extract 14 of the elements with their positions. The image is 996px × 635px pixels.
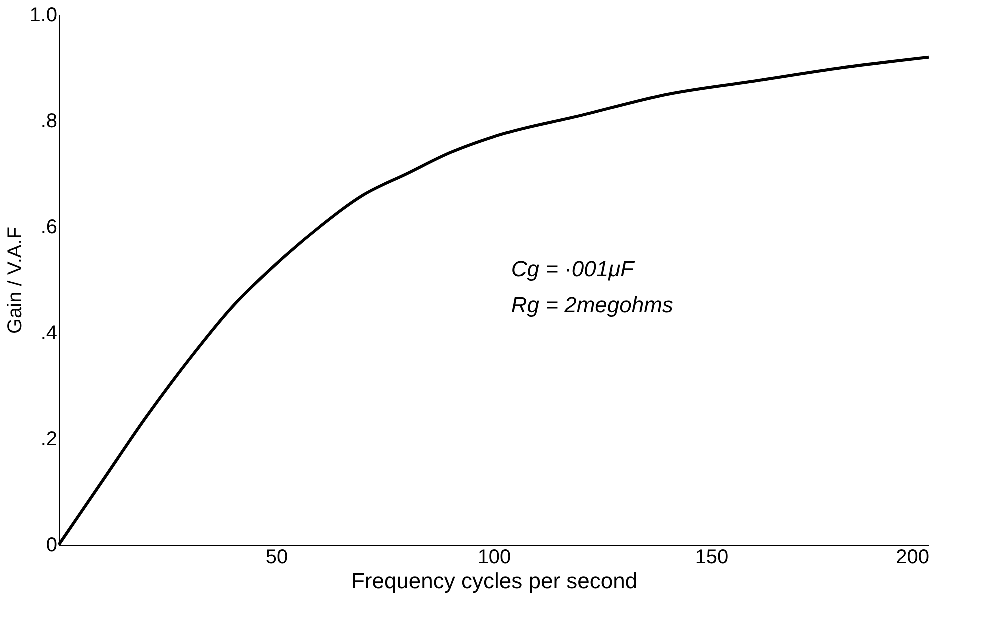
annotation: Rg = 2megohms <box>511 292 674 318</box>
y-tick-label: .6 <box>40 216 58 238</box>
y-tick-label: 1.0 <box>30 4 58 26</box>
y-tick-label: 0 <box>46 534 58 556</box>
x-axis-title: Frequency cycles per second <box>351 568 638 594</box>
y-tick-label: .2 <box>40 428 58 450</box>
x-tick-label: 200 <box>896 546 930 568</box>
y-tick-label: .4 <box>40 322 58 344</box>
y-tick-label: .8 <box>40 110 58 132</box>
x-tick-label: 150 <box>695 546 729 568</box>
annotation: Cg = ·001μF <box>511 256 636 282</box>
x-tick-label: 50 <box>266 546 288 568</box>
y-axis-title: Gain / V.A.F <box>4 226 27 334</box>
x-tick-label: 100 <box>478 546 512 568</box>
